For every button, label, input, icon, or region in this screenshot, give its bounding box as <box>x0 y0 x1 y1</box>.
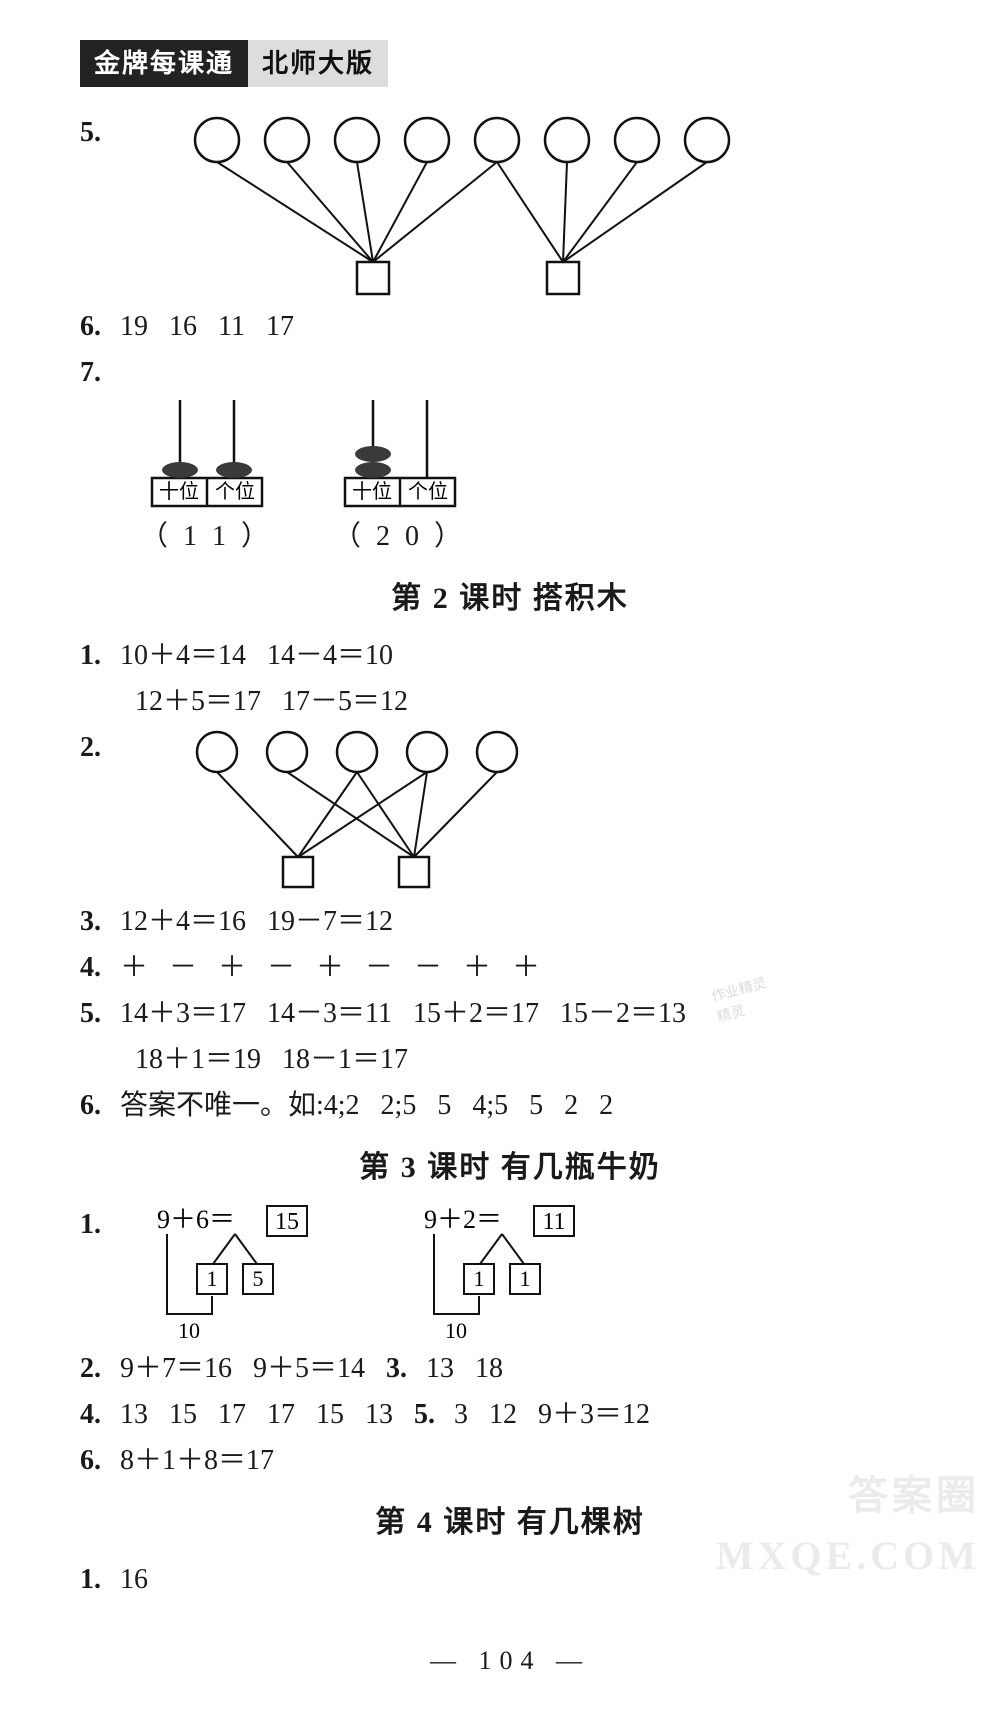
abacus-right-svg: 十位 个位 <box>335 400 465 510</box>
s2q6-text: 答案不唯一。如:4;2 2;5 5 4;5 5 2 2 <box>120 1090 613 1121</box>
s2q4-ops: ＋ － ＋ － ＋ － － ＋ ＋ <box>120 952 540 983</box>
abacus-left-svg: 十位 个位 <box>142 400 272 510</box>
s4q1-val: 16 <box>120 1564 148 1595</box>
s3q5-number: 5. <box>414 1394 454 1436</box>
s2q2-row: 2. <box>80 727 940 897</box>
s2q2-number: 2. <box>80 727 120 769</box>
q5-diagram <box>187 112 747 302</box>
s3q2-a: 9＋7＝16 <box>120 1353 232 1384</box>
svg-text:10: 10 <box>178 1318 200 1343</box>
q5-row: 5. <box>80 112 940 302</box>
q7-row: 7. <box>80 352 940 394</box>
s2q5-b: 14－3＝11 <box>267 998 392 1029</box>
abacus-right-ones-label: 个位 <box>408 480 448 503</box>
page-number: — 104 — <box>80 1641 940 1680</box>
section2-title: 第 2 课时 搭积木 <box>80 576 940 621</box>
s2q1-1b: 14－4＝10 <box>267 640 393 671</box>
s2q6-number: 6. <box>80 1085 120 1127</box>
abacus-right: 十位 个位 （ 2 0 ） <box>333 400 466 558</box>
s2q5-e: 18＋1＝19 <box>135 1044 261 1075</box>
s2q5-line2: 18＋1＝19 18－1＝17 <box>80 1039 940 1081</box>
s2q5-number: 5. <box>80 993 120 1035</box>
s2q3-a: 12＋4＝16 <box>120 906 246 937</box>
s2q1-2b: 17－5＝12 <box>282 686 408 717</box>
q7-number: 7. <box>80 352 120 394</box>
s2q5-a: 14＋3＝17 <box>120 998 246 1029</box>
s3q5-vals: 3 12 9＋3＝12 <box>454 1399 650 1430</box>
s2q1-1a: 10＋4＝14 <box>120 640 246 671</box>
s2q1-line1: 1.10＋4＝14 14－4＝10 <box>80 635 940 677</box>
decomp-left: 9＋6＝ 15 1 5 10 <box>157 1204 357 1344</box>
abacus-right-value: （ 2 0 ） <box>333 516 466 558</box>
s3q1-row: 1. 9＋6＝ 15 1 5 10 9＋2＝ 11 1 1 <box>80 1204 940 1344</box>
abacus-right-tens-label: 十位 <box>352 480 392 503</box>
svg-text:1: 1 <box>207 1266 218 1291</box>
s2q1-number: 1. <box>80 635 120 677</box>
q6-row: 6.19 16 11 17 <box>80 306 940 348</box>
s2q5-f: 18－1＝17 <box>282 1044 408 1075</box>
s2q4-row: 4.＋ － ＋ － ＋ － － ＋ ＋ <box>80 947 940 989</box>
page-header: 金牌每课通 北师大版 <box>80 40 940 87</box>
s3q4-vals: 13 15 17 17 15 13 <box>120 1399 393 1430</box>
s2q6-row: 6.答案不唯一。如:4;2 2;5 5 4;5 5 2 2 <box>80 1085 940 1127</box>
s3q1-number: 1. <box>80 1204 120 1246</box>
abacus-left: 十位 个位 （ 1 1 ） <box>140 400 273 558</box>
header-light-segment: 北师大版 <box>248 40 388 87</box>
s2q2-diagram <box>187 727 547 897</box>
s2q1-line2: 12＋5＝17 17－5＝12 <box>80 681 940 723</box>
s2q3-number: 3. <box>80 901 120 943</box>
svg-text:5: 5 <box>253 1266 264 1291</box>
svg-text:10: 10 <box>445 1318 467 1343</box>
header-dark-segment: 金牌每课通 <box>80 40 248 87</box>
decomp-right: 9＋2＝ 11 1 1 10 <box>424 1204 624 1344</box>
s2q4-number: 4. <box>80 947 120 989</box>
abacus-left-value: （ 1 1 ） <box>140 516 273 558</box>
s3q3-number: 3. <box>386 1348 426 1390</box>
s2q5-c: 15＋2＝17 <box>413 998 539 1029</box>
svg-text:9＋2＝: 9＋2＝ <box>424 1205 502 1234</box>
q6-number: 6. <box>80 306 120 348</box>
abacus-left-tens-label: 十位 <box>159 480 199 503</box>
s2q5-line1: 5.14＋3＝17 14－3＝11 15＋2＝17 15－2＝13 <box>80 993 940 1035</box>
abacus-left-ones-label: 个位 <box>215 480 255 503</box>
s2q5-d: 15－2＝13 <box>560 998 686 1029</box>
s2q1-2a: 12＋5＝17 <box>135 686 261 717</box>
s2q3-row: 3.12＋4＝16 19－7＝12 <box>80 901 940 943</box>
section3-title: 第 3 课时 有几瓶牛奶 <box>80 1145 940 1190</box>
svg-text:15: 15 <box>275 1209 299 1235</box>
s2q3-b: 19－7＝12 <box>267 906 393 937</box>
svg-text:1: 1 <box>520 1266 531 1291</box>
s4q1-number: 1. <box>80 1559 120 1601</box>
s3q4-row: 4.13 15 17 17 15 13 5.3 12 9＋3＝12 <box>80 1394 940 1436</box>
svg-text:11: 11 <box>542 1209 565 1235</box>
q7-abacus-group: 十位 个位 （ 1 1 ） 十位 个位 （ 2 0 ） <box>140 400 940 558</box>
s3q6-number: 6. <box>80 1440 120 1482</box>
s3q4-number: 4. <box>80 1394 120 1436</box>
svg-text:9＋6＝: 9＋6＝ <box>157 1205 235 1234</box>
s3q2-b: 9＋5＝14 <box>253 1353 365 1384</box>
s3q2-row: 2.9＋7＝16 9＋5＝14 3.13 18 <box>80 1348 940 1390</box>
s3q6-text: 8＋1＋8＝17 <box>120 1445 274 1476</box>
q6-values: 19 16 11 17 <box>120 311 294 342</box>
watermark-big: 答案圈 MXQE.COM <box>716 1466 980 1586</box>
q5-number: 5. <box>80 112 120 154</box>
s3q3-vals: 13 18 <box>426 1353 503 1384</box>
svg-text:1: 1 <box>474 1266 485 1291</box>
s3q2-number: 2. <box>80 1348 120 1390</box>
